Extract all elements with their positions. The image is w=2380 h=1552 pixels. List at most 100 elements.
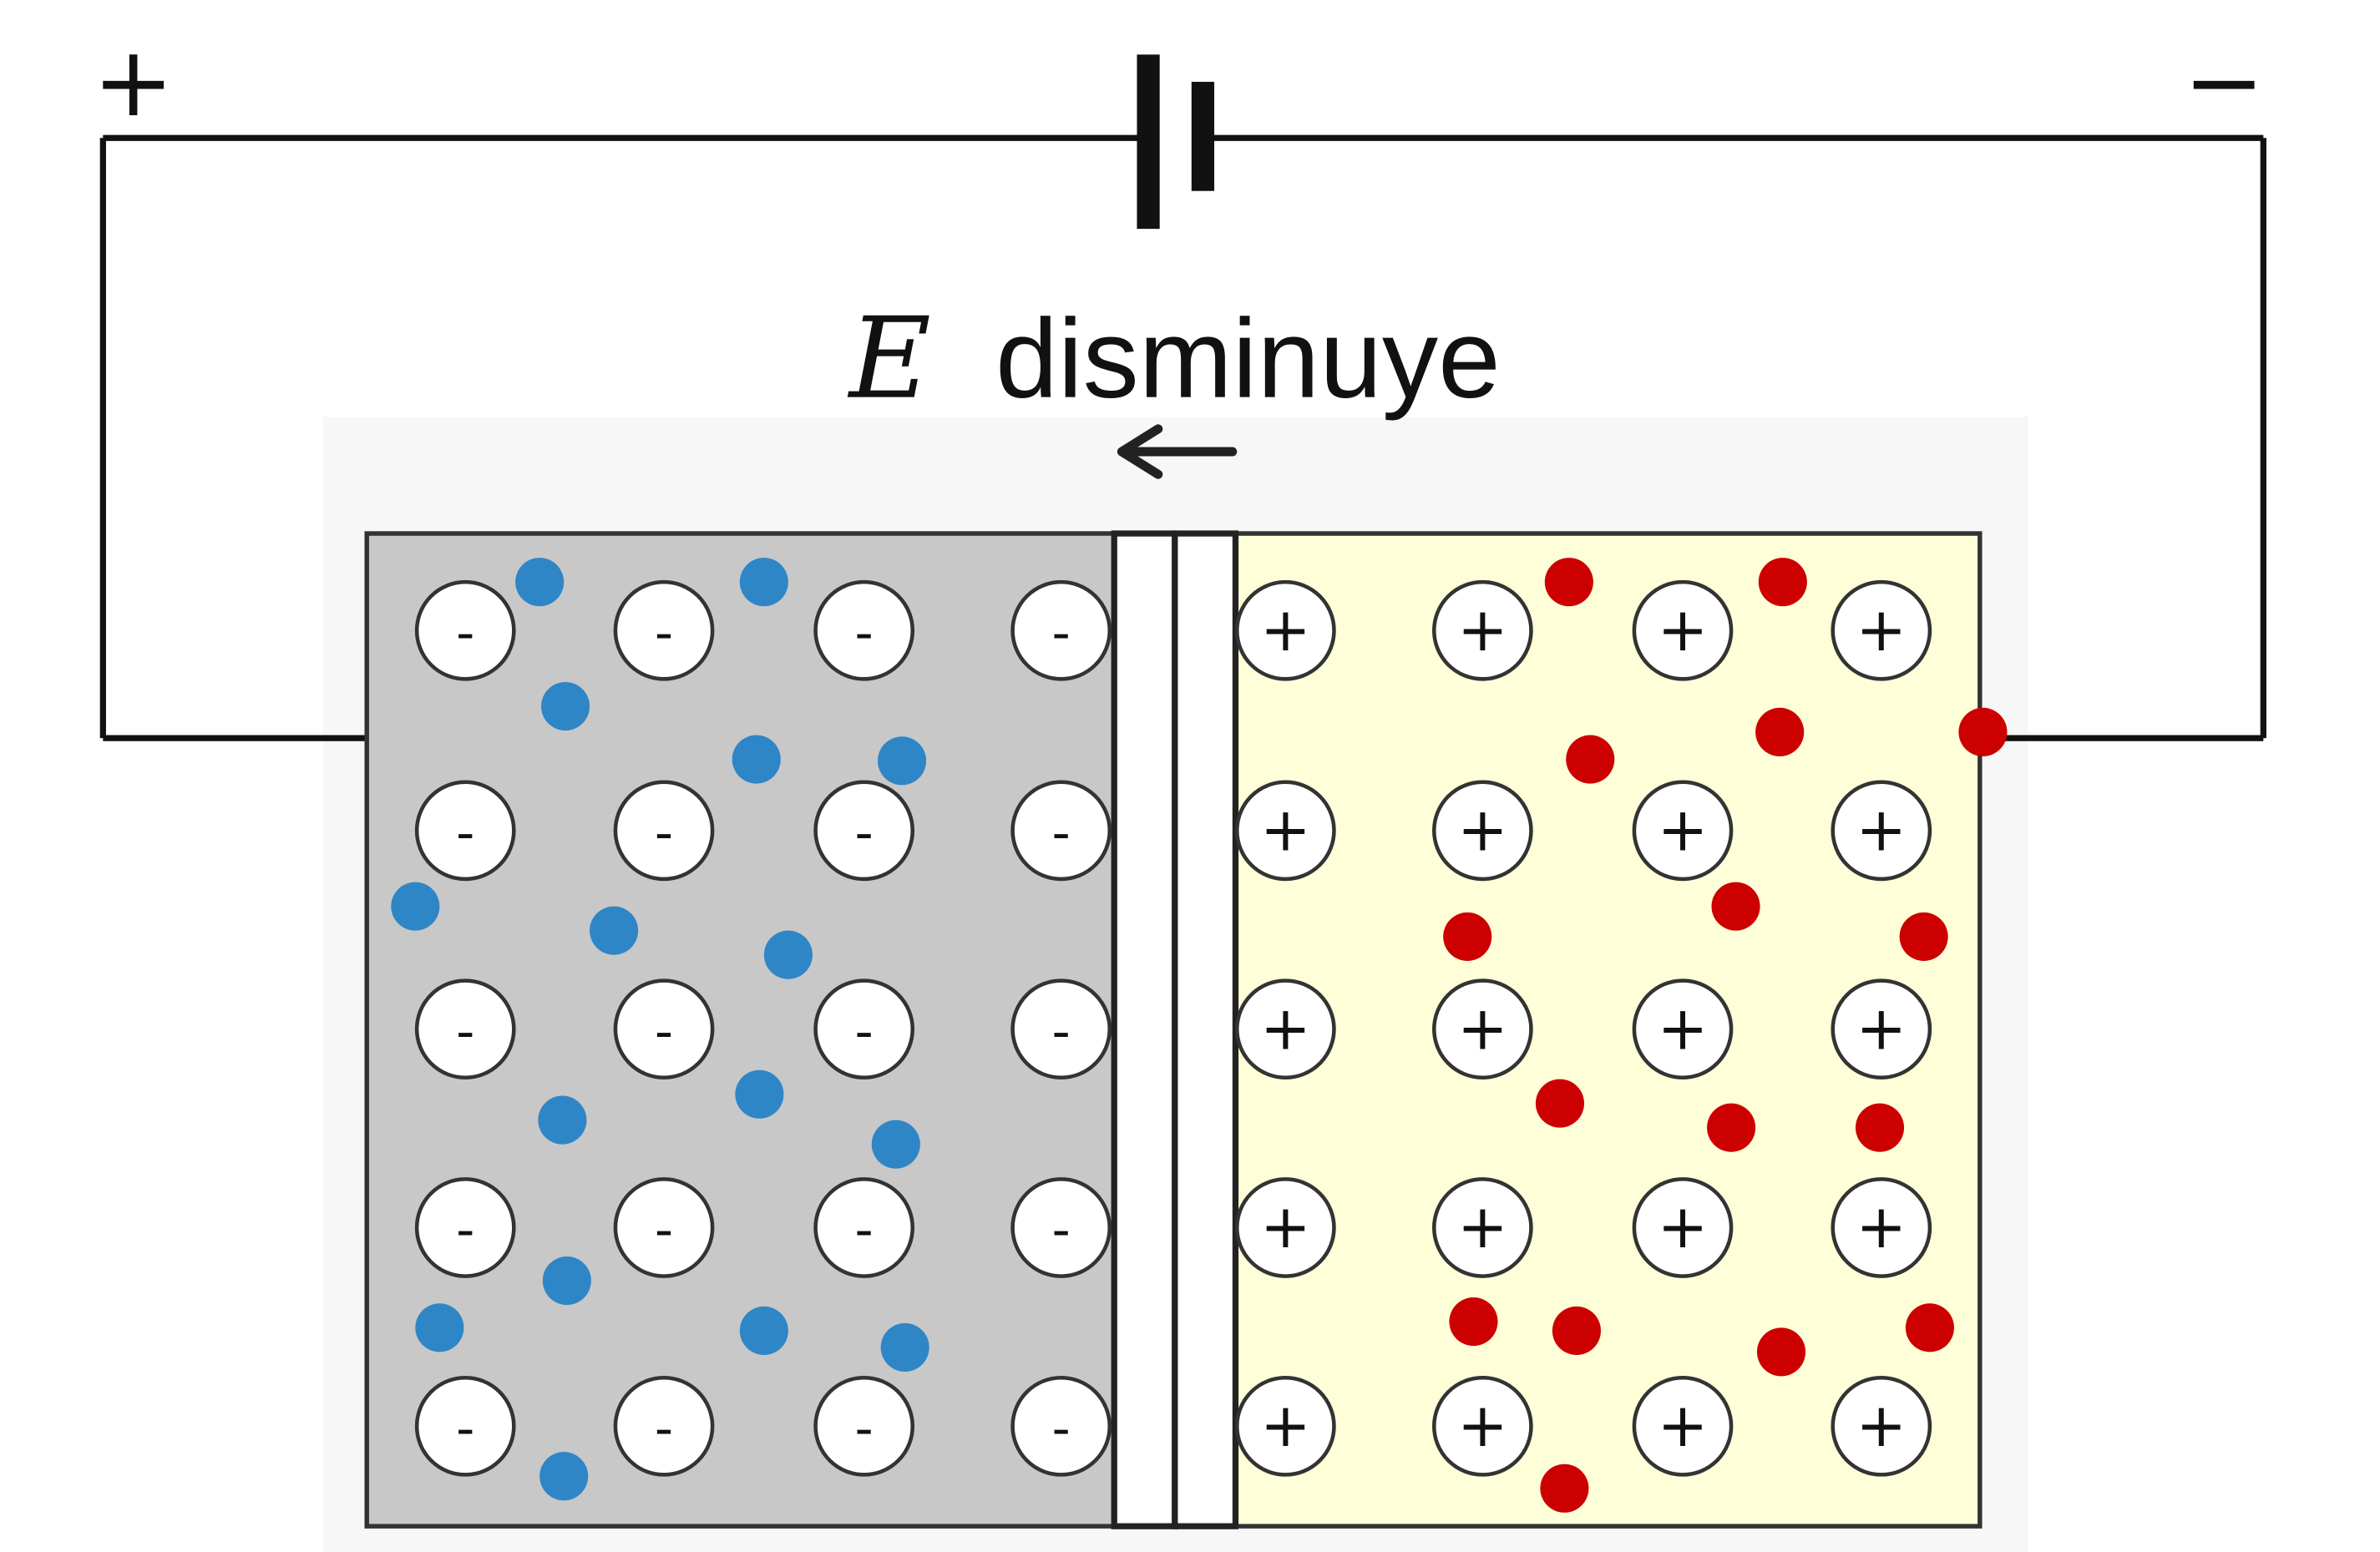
acceptor-ion: -	[1010, 579, 1112, 681]
donor-ion: +	[1432, 1177, 1533, 1278]
donor-ion: +	[1632, 978, 1734, 1080]
hole-carrier	[415, 1303, 464, 1352]
hole-carrier	[590, 906, 639, 955]
electron-carrier	[1552, 1306, 1601, 1355]
donor-ion-symbol: +	[1260, 1391, 1311, 1461]
electron-carrier	[1756, 1327, 1806, 1377]
electron-carrier	[1540, 1464, 1589, 1513]
donor-ion: +	[1432, 978, 1533, 1080]
electron-carrier	[1958, 707, 2008, 756]
junction-barrier	[1111, 530, 1239, 1529]
electron-carrier	[1443, 912, 1492, 961]
acceptor-ion-symbol: -	[1052, 802, 1071, 862]
electron-carrier	[1449, 1297, 1498, 1347]
donor-ion-symbol: +	[1658, 993, 1709, 1064]
donor-ion-symbol: +	[1260, 795, 1311, 865]
electron-carrier	[1855, 1103, 1905, 1152]
acceptor-ion: -	[813, 1375, 915, 1477]
donor-ion: +	[1831, 978, 1932, 1080]
acceptor-ion: -	[1010, 1177, 1112, 1278]
donor-ion-symbol: +	[1658, 795, 1709, 865]
hole-carrier	[542, 1256, 591, 1306]
acceptor-ion: -	[613, 978, 715, 1080]
acceptor-ion-symbol: -	[855, 1001, 874, 1061]
donor-ion-symbol: +	[1457, 595, 1508, 665]
acceptor-ion-symbol: -	[456, 802, 474, 862]
electron-carrier	[1711, 882, 1760, 931]
acceptor-ion-symbol: -	[1052, 1200, 1071, 1260]
hole-carrier	[735, 1069, 784, 1119]
donor-ion: +	[1432, 1375, 1533, 1477]
donor-ion: +	[1632, 1177, 1734, 1278]
donor-ion-symbol: +	[1260, 993, 1311, 1064]
acceptor-ion-symbol: -	[855, 1200, 874, 1260]
hole-carrier	[538, 1095, 587, 1145]
battery-long-plate	[1137, 54, 1160, 230]
battery	[1137, 54, 1215, 230]
battery-positive-terminal: +	[93, 26, 174, 139]
acceptor-ion-symbol: -	[1052, 1001, 1071, 1061]
donor-ion-symbol: +	[1260, 1192, 1311, 1262]
donor-ion: +	[1432, 579, 1533, 681]
donor-ion: +	[1235, 579, 1336, 681]
battery-negative-terminal: −	[2183, 26, 2264, 139]
acceptor-ion-symbol: -	[456, 1200, 474, 1260]
donor-ion: +	[1831, 1375, 1932, 1477]
fixed-ions: - - - - + + + + - - - - + + + + - - - - + + + + - - - - + + + + - - - - + + + +	[414, 579, 1932, 1477]
donor-ion-symbol: +	[1856, 1391, 1907, 1461]
donor-ion-symbol: +	[1457, 1192, 1508, 1262]
acceptor-ion-symbol: -	[1052, 1398, 1071, 1458]
acceptor-ion-symbol: -	[456, 603, 474, 663]
acceptor-ion: -	[1010, 1375, 1112, 1477]
acceptor-ion: -	[414, 1177, 516, 1278]
junction-strip-left	[1111, 530, 1178, 1529]
acceptor-ion: -	[613, 780, 715, 882]
field-variable: E	[847, 293, 931, 424]
donor-ion-symbol: +	[1856, 795, 1907, 865]
electron-carrier	[1544, 558, 1593, 607]
hole-carrier	[878, 736, 927, 786]
donor-ion: +	[1235, 1375, 1336, 1477]
acceptor-ion: -	[613, 1375, 715, 1477]
acceptor-ion: -	[813, 1177, 915, 1278]
donor-ion-symbol: +	[1260, 595, 1311, 665]
acceptor-ion-symbol: -	[855, 802, 874, 862]
acceptor-ion: -	[813, 780, 915, 882]
donor-ion-symbol: +	[1658, 1192, 1709, 1262]
acceptor-ion-symbol: -	[855, 603, 874, 663]
acceptor-ion-symbol: -	[655, 802, 673, 862]
electron-carrier	[1755, 707, 1805, 756]
electron-carrier	[1758, 558, 1807, 607]
donor-ion: +	[1235, 1177, 1336, 1278]
electron-carrier	[1899, 912, 1948, 961]
hole-carrier	[540, 681, 590, 731]
hole-carrier	[539, 1452, 589, 1501]
donor-ion-symbol: +	[1457, 1391, 1508, 1461]
donor-ion-symbol: +	[1658, 1391, 1709, 1461]
donor-ion: +	[1831, 780, 1932, 882]
acceptor-ion: -	[613, 579, 715, 681]
donor-ion-symbol: +	[1457, 993, 1508, 1064]
hole-carrier	[391, 882, 440, 931]
junction-strip-right	[1172, 530, 1239, 1529]
acceptor-ion: -	[414, 1375, 516, 1477]
hole-carrier	[515, 558, 565, 607]
battery-short-plate	[1191, 82, 1215, 191]
acceptor-ion: -	[414, 780, 516, 882]
donor-ion: +	[1831, 579, 1932, 681]
donor-ion: +	[1632, 1375, 1734, 1477]
donor-ion-symbol: +	[1856, 1192, 1907, 1262]
donor-ion-symbol: +	[1457, 795, 1508, 865]
donor-ion-symbol: +	[1658, 595, 1709, 665]
acceptor-ion: -	[414, 978, 516, 1080]
acceptor-ion-symbol: -	[456, 1001, 474, 1061]
acceptor-ion-symbol: -	[855, 1398, 874, 1458]
circuit-wires	[99, 134, 2266, 741]
acceptor-ion: -	[1010, 780, 1112, 882]
donor-ion-symbol: +	[1856, 993, 1907, 1064]
hole-carrier	[763, 930, 813, 979]
donor-ion: +	[1432, 780, 1533, 882]
donor-ion: +	[1632, 780, 1734, 882]
acceptor-ion-symbol: -	[1052, 603, 1071, 663]
